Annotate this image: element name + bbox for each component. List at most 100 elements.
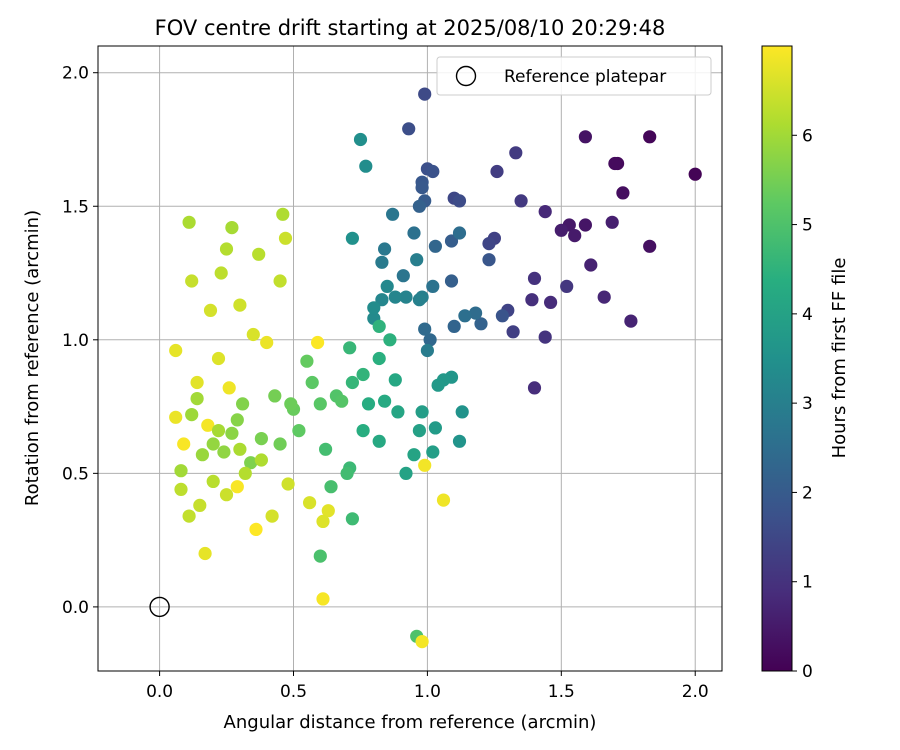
data-point [203,303,218,317]
plot-area [98,46,722,671]
data-point [388,373,402,387]
data-point [190,392,204,406]
data-point [452,194,467,208]
data-point [230,480,244,494]
data-point [538,330,552,344]
data-point [211,424,226,438]
legend: Reference platepar [436,56,712,96]
data-point [378,242,392,256]
data-point [206,437,220,451]
data-point [584,258,598,272]
data-point [578,130,593,144]
x-tick-label: 1.0 [414,682,441,702]
data-point [238,466,252,480]
data-point [321,504,335,518]
data-point [233,442,247,456]
data-point [412,293,426,307]
x-tick-label: 0.5 [280,682,307,702]
data-point [525,293,539,307]
data-point [305,375,319,390]
x-tick-label: 1.5 [548,682,575,702]
data-point [236,397,250,411]
data-point [643,239,657,253]
data-point [185,274,199,288]
colorbar-label: Hours from first FF file [829,258,850,459]
data-point [356,367,370,382]
data-point [509,146,523,160]
colorbar-tick-label: 3 [802,394,813,414]
data-point [361,397,376,411]
data-point [375,293,389,307]
data-point [412,199,426,213]
data-point [447,319,461,333]
reference-platepar-marker [149,596,170,618]
data-point [252,247,266,261]
data-point [225,221,239,235]
data-point [415,635,429,649]
data-point [418,458,432,472]
data-point [388,290,402,304]
data-point [182,215,196,229]
data-point [383,333,397,347]
data-point [278,231,293,245]
data-point [335,394,349,408]
data-point [353,132,368,147]
data-point [219,242,234,256]
data-point [624,314,638,328]
data-point [560,279,574,293]
data-point [643,130,657,144]
data-point [482,237,496,251]
data-point [246,327,260,342]
data-point [249,522,263,537]
data-point [313,397,327,411]
data-point [206,474,220,488]
data-point [527,381,542,395]
data-point [412,424,426,438]
data-point [482,253,496,267]
data-point [538,205,552,219]
y-tick-label: 0.5 [62,464,89,484]
data-point [554,223,568,237]
data-point [402,122,416,136]
data-point [452,226,467,240]
data-point [407,226,421,240]
data-point [415,181,429,195]
data-point [292,424,306,438]
data-point [254,453,268,467]
data-point [244,456,258,470]
data-point [605,215,619,229]
data-point [399,466,413,480]
data-point [300,354,314,368]
data-point [428,239,442,253]
legend-marker-icon [455,65,477,87]
data-point [316,592,330,606]
x-axis-ticks: 0.0 0.5 1.0 1.5 2.0 [146,671,709,702]
data-point [284,397,298,411]
colorbar-ticks: 0 1 2 3 4 5 6 [792,126,813,682]
data-point [544,295,558,309]
data-point [225,426,239,440]
data-point [276,207,290,221]
data-point [386,207,400,221]
data-point [428,421,442,435]
data-point [426,164,440,179]
x-tick-label: 0.0 [146,682,173,702]
y-tick-label: 0.0 [62,598,89,618]
data-point [474,317,488,331]
data-point [169,410,183,424]
data-point [313,549,327,563]
data-point [410,253,424,267]
y-axis-label: Rotation from reference (arcmin) [22,210,43,506]
data-point [608,156,622,171]
data-point [458,309,472,323]
data-point [214,266,228,280]
colorbar-gradient [761,45,793,672]
data-point [319,442,333,456]
data-point [217,445,231,459]
data-point [372,434,386,448]
data-point [169,343,183,358]
data-point [597,290,611,304]
colorbar-tick-label: 6 [802,126,813,146]
data-point [431,378,445,392]
